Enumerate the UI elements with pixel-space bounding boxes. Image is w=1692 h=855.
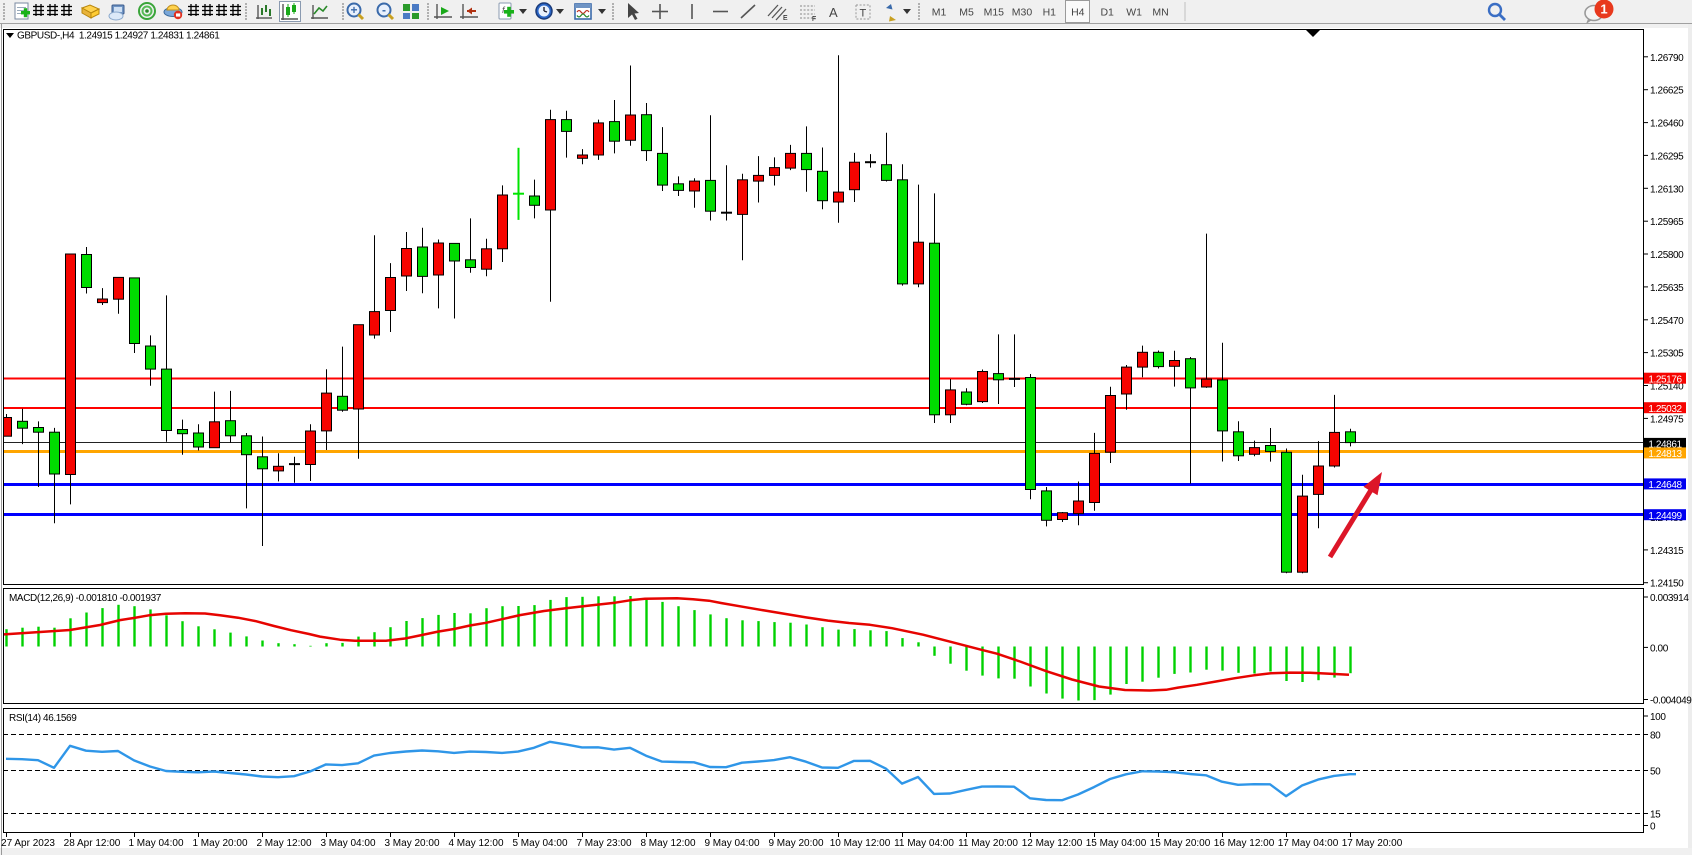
svg-text:F: F <box>812 16 816 23</box>
svg-text:17 May 04:00: 17 May 04:00 <box>1278 838 1339 849</box>
svg-text:1 May 20:00: 1 May 20:00 <box>192 838 247 849</box>
svg-text:50: 50 <box>1650 767 1661 778</box>
svg-text:1.25305: 1.25305 <box>1650 349 1684 360</box>
svg-text:4 May 12:00: 4 May 12:00 <box>448 838 503 849</box>
svg-text:1.26790: 1.26790 <box>1650 53 1684 64</box>
svg-text:1: 1 <box>1600 2 1607 17</box>
svg-text:1.24861: 1.24861 <box>1648 440 1682 451</box>
svg-text:10 May 12:00: 10 May 12:00 <box>830 838 891 849</box>
svg-text:7 May 23:00: 7 May 23:00 <box>576 838 631 849</box>
svg-text:28 Apr 12:00: 28 Apr 12:00 <box>64 838 121 849</box>
svg-text:A: A <box>829 5 838 20</box>
svg-text:1.25800: 1.25800 <box>1650 250 1684 261</box>
svg-text:RSI(14) 46.1569: RSI(14) 46.1569 <box>9 713 77 724</box>
svg-text:1.25176: 1.25176 <box>1648 374 1682 385</box>
svg-text:15: 15 <box>1650 810 1661 821</box>
svg-text:9 May 20:00: 9 May 20:00 <box>768 838 823 849</box>
svg-text:1.26460: 1.26460 <box>1650 119 1684 130</box>
svg-text:16 May 12:00: 16 May 12:00 <box>1214 838 1275 849</box>
svg-text:0.00: 0.00 <box>1650 643 1669 654</box>
svg-text:0.003914: 0.003914 <box>1650 593 1689 604</box>
svg-text:1.26625: 1.26625 <box>1650 86 1684 97</box>
svg-text:E: E <box>783 15 788 22</box>
svg-text:3 May 04:00: 3 May 04:00 <box>320 838 375 849</box>
svg-text:1.26295: 1.26295 <box>1650 151 1684 162</box>
svg-text:H1: H1 <box>1043 7 1057 19</box>
svg-text:1.25635: 1.25635 <box>1650 283 1684 294</box>
svg-text:1 May 04:00: 1 May 04:00 <box>128 838 183 849</box>
svg-text:D1: D1 <box>1100 7 1114 19</box>
svg-text:GBPUSD-,H4 1.24915 1.24927 1.: GBPUSD-,H4 1.24915 1.24927 1.24831 1.248… <box>17 31 220 42</box>
svg-text:MN: MN <box>1152 7 1168 19</box>
svg-text:9 May 04:00: 9 May 04:00 <box>704 838 759 849</box>
svg-text:17 May 20:00: 17 May 20:00 <box>1342 838 1403 849</box>
svg-text:15 May 20:00: 15 May 20:00 <box>1150 838 1211 849</box>
svg-text:11 May 04:00: 11 May 04:00 <box>894 838 954 849</box>
svg-text:-: - <box>382 3 386 17</box>
svg-text:+: + <box>350 3 357 17</box>
svg-text:15 May 04:00: 15 May 04:00 <box>1086 838 1147 849</box>
svg-text:M15: M15 <box>984 7 1005 19</box>
svg-text:80: 80 <box>1650 731 1661 742</box>
svg-text:T: T <box>860 8 867 20</box>
svg-text:5 May 04:00: 5 May 04:00 <box>512 838 567 849</box>
svg-text:H4: H4 <box>1071 7 1085 19</box>
svg-text:1.24150: 1.24150 <box>1650 579 1684 590</box>
svg-text:1.24648: 1.24648 <box>1648 480 1682 491</box>
svg-text:1.24499: 1.24499 <box>1648 511 1682 522</box>
svg-text:1.25032: 1.25032 <box>1648 404 1682 415</box>
svg-text:11 May 20:00: 11 May 20:00 <box>958 838 1018 849</box>
svg-text:W1: W1 <box>1126 7 1142 19</box>
svg-text:-0.004049: -0.004049 <box>1650 696 1692 707</box>
svg-text:1.24975: 1.24975 <box>1650 414 1684 425</box>
svg-text:3 May 20:00: 3 May 20:00 <box>384 838 439 849</box>
svg-text:M30: M30 <box>1012 7 1033 19</box>
svg-text:MACD(12,26,9) -0.001810 -0.001: MACD(12,26,9) -0.001810 -0.001937 <box>9 593 162 604</box>
svg-text:2 May 12:00: 2 May 12:00 <box>256 838 311 849</box>
svg-text:M1: M1 <box>932 7 947 19</box>
svg-text:1.25140: 1.25140 <box>1650 382 1684 393</box>
svg-text:1.26130: 1.26130 <box>1650 184 1684 195</box>
svg-text:1.25965: 1.25965 <box>1650 217 1684 228</box>
svg-text:12 May 12:00: 12 May 12:00 <box>1022 838 1083 849</box>
svg-text:100: 100 <box>1650 712 1666 723</box>
svg-text:1.25470: 1.25470 <box>1650 316 1684 327</box>
svg-text:27 Apr 2023: 27 Apr 2023 <box>1 838 55 849</box>
svg-text:1.24315: 1.24315 <box>1650 546 1684 557</box>
svg-text:M5: M5 <box>959 7 974 19</box>
svg-text:0: 0 <box>1650 822 1656 833</box>
svg-text:8 May 12:00: 8 May 12:00 <box>640 838 695 849</box>
svg-text:1.24813: 1.24813 <box>1648 449 1682 460</box>
